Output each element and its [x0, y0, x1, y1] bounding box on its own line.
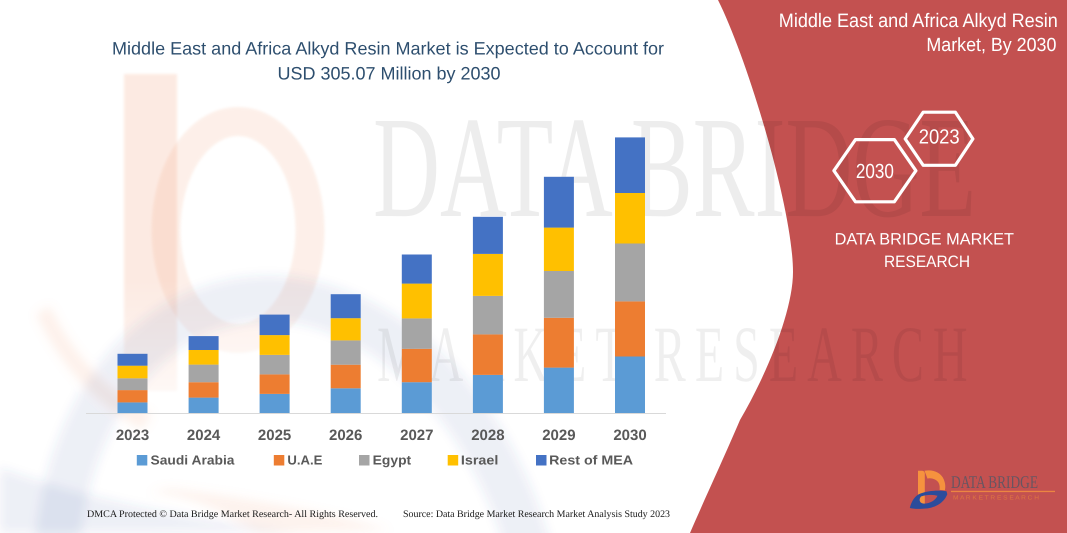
svg-text:M A R K E T R E S E A R C H: M A R K E T R E S E A R C H [953, 495, 1039, 502]
svg-text:Egypt: Egypt [373, 453, 412, 468]
svg-text:2025: 2025 [258, 427, 291, 444]
svg-text:2023: 2023 [116, 427, 149, 444]
svg-text:USD 305.07 Million by 2030: USD 305.07 Million by 2030 [278, 64, 501, 84]
svg-text:Source: Data Bridge Market Res: Source: Data Bridge Market Research Mark… [403, 509, 670, 520]
svg-text:2024: 2024 [187, 427, 221, 444]
svg-text:Saudi Arabia: Saudi Arabia [151, 453, 236, 468]
svg-text:2029: 2029 [542, 427, 575, 444]
svg-text:DATA BRIDGE: DATA BRIDGE [951, 472, 1038, 492]
svg-text:U.A.E: U.A.E [287, 453, 322, 468]
svg-text:Market, By 2030: Market, By 2030 [926, 35, 1056, 56]
svg-text:Israel: Israel [461, 453, 499, 468]
svg-text:2030: 2030 [613, 427, 646, 444]
svg-text:DMCA Protected © Data Bridge M: DMCA Protected © Data Bridge Market Rese… [87, 509, 378, 520]
svg-text:MARKET RESEARCH: MARKET RESEARCH [377, 311, 977, 399]
svg-text:RESEARCH: RESEARCH [884, 253, 970, 271]
svg-text:Rest of MEA: Rest of MEA [549, 453, 634, 468]
svg-text:Middle East and Africa Alkyd R: Middle East and Africa Alkyd Resin [779, 10, 1058, 32]
svg-text:2027: 2027 [400, 427, 433, 444]
svg-text:DATA BRIDGE MARKET: DATA BRIDGE MARKET [835, 230, 1014, 248]
svg-text:2026: 2026 [329, 427, 362, 444]
svg-text:2028: 2028 [471, 427, 504, 444]
svg-text:2023: 2023 [919, 126, 960, 149]
svg-text:2030: 2030 [856, 160, 894, 183]
svg-text:Middle East and Africa Alkyd R: Middle East and Africa Alkyd Resin Marke… [112, 39, 664, 59]
